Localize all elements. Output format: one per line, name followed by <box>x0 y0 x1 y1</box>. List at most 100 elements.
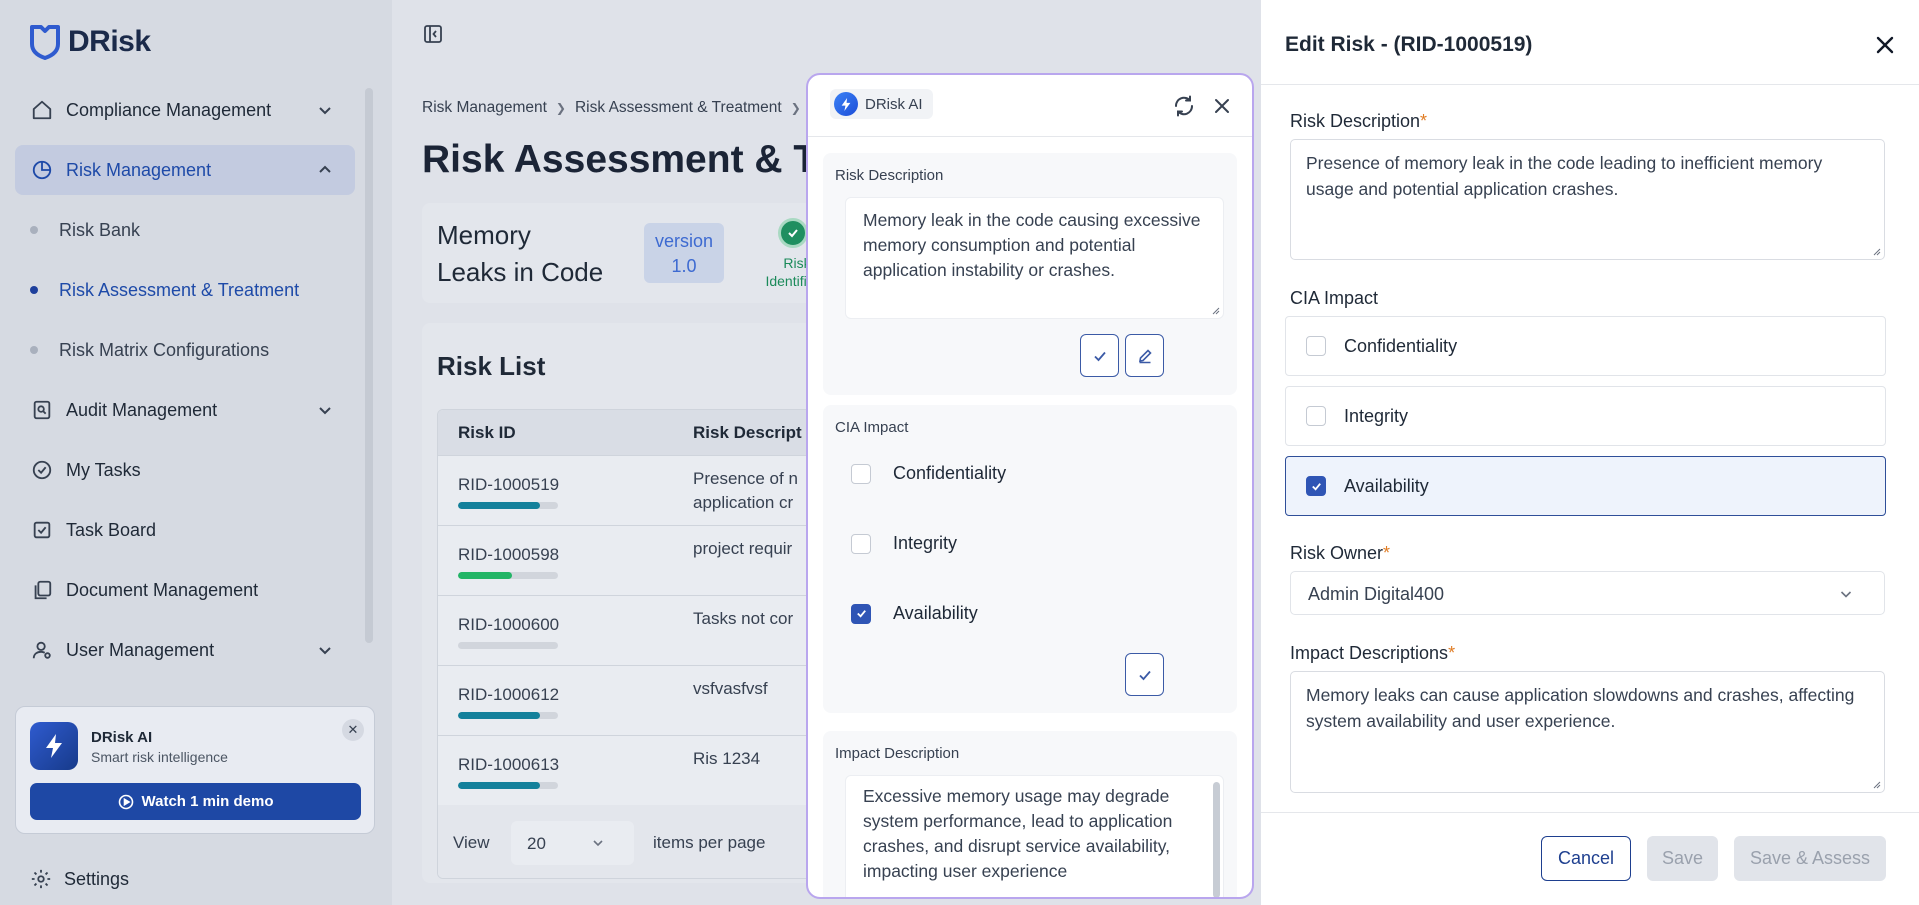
chevron-down-icon <box>319 107 331 115</box>
chevron-right-icon: ❯ <box>555 101 566 115</box>
resize-handle-icon[interactable] <box>1871 246 1881 256</box>
user-icon <box>30 638 54 662</box>
ai-checkbox-availability[interactable]: Availability <box>851 603 978 624</box>
resize-handle-icon[interactable] <box>1210 305 1220 315</box>
risk-id[interactable]: RID-1000600 <box>458 615 560 634</box>
check-icon <box>1311 482 1321 491</box>
drawer-footer: Cancel Save Save & Assess <box>1261 812 1919 905</box>
required-mark: * <box>1383 543 1391 563</box>
sidebar-toggle-icon[interactable] <box>423 24 443 44</box>
checkbox-unchecked[interactable] <box>1306 336 1326 356</box>
checkbox-unchecked[interactable] <box>851 533 871 554</box>
sidebar-item-my-tasks[interactable]: My Tasks <box>15 445 355 495</box>
page-size-select[interactable]: 20 <box>511 821 634 865</box>
checkbox-checked[interactable] <box>851 603 871 624</box>
ai-risk-description-label: Risk Description <box>835 167 944 184</box>
drisk-ai-promo-card: DRisk AI Smart risk intelligence ✕ Watch… <box>15 706 375 834</box>
sidebar-nav: Compliance Management Risk Management Ri… <box>15 85 355 685</box>
table-row[interactable]: RID-1000598 project requir <box>438 526 861 596</box>
risk-id[interactable]: RID-1000519 <box>458 475 560 494</box>
breadcrumb-item[interactable]: Risk Assessment & Treatment <box>574 99 782 116</box>
accept-cia-button[interactable] <box>1125 653 1164 696</box>
progress-bar <box>458 572 558 579</box>
close-icon[interactable]: ✕ <box>342 719 364 741</box>
sidebar-item-document-management[interactable]: Document Management <box>15 565 355 615</box>
column-header-risk-description[interactable]: Risk Descript <box>693 423 802 442</box>
sidebar-item-label: Document Management <box>66 579 259 600</box>
ai-impact-description-text[interactable]: Excessive memory usage may degrade syste… <box>845 775 1224 897</box>
sidebar-item-label: My Tasks <box>66 459 141 480</box>
sidebar-item-label: Risk Management <box>66 159 212 180</box>
cancel-button[interactable]: Cancel <box>1541 836 1631 881</box>
impact-descriptions-textarea[interactable]: Memory leaks can cause application slowd… <box>1290 671 1885 793</box>
check-icon <box>1138 670 1151 680</box>
ai-risk-description-text[interactable]: Memory leak in the code causing excessiv… <box>845 197 1224 319</box>
table-row[interactable]: RID-1000519 Presence of n application cr <box>438 456 861 526</box>
sidebar-subitem-risk-bank[interactable]: Risk Bank <box>15 205 355 255</box>
checkbox-checked[interactable] <box>1306 476 1326 496</box>
ai-card-subtitle: Smart risk intelligence <box>91 749 228 765</box>
table-row[interactable]: RID-1000600 Tasks not cor <box>438 596 861 666</box>
sidebar-item-label: Task Board <box>66 519 157 540</box>
chevron-right-icon: ❯ <box>790 101 801 115</box>
checkbox-unchecked[interactable] <box>851 463 871 484</box>
progress-bar <box>458 642 558 649</box>
risk-id[interactable]: RID-1000613 <box>458 755 560 774</box>
watch-demo-button[interactable]: Watch 1 min demo <box>30 783 361 820</box>
breadcrumb-item[interactable]: Risk Management <box>422 99 547 116</box>
breadcrumb: Risk Management ❯ Risk Assessment & Trea… <box>422 99 801 117</box>
ai-checkbox-confidentiality[interactable]: Confidentiality <box>851 463 1006 484</box>
edit-description-button[interactable] <box>1125 334 1164 377</box>
ai-card-title: DRisk AI <box>91 729 153 746</box>
pencil-icon <box>1138 348 1152 363</box>
checkbox-unchecked[interactable] <box>1306 406 1326 426</box>
progress-fill <box>458 572 512 579</box>
sidebar-item-user-management[interactable]: User Management <box>15 625 355 675</box>
table-row[interactable]: RID-1000613 Ris 1234 <box>438 736 861 806</box>
drawer-title: Edit Risk - (RID-1000519) <box>1285 33 1533 56</box>
risk-owner-select[interactable]: Admin Digital400 <box>1290 571 1885 615</box>
close-icon[interactable] <box>1873 33 1897 57</box>
table-row[interactable]: RID-1000612 vsfvasfvsf <box>438 666 861 736</box>
checkbox-row-confidentiality[interactable]: Confidentiality <box>1285 316 1886 376</box>
documents-icon <box>30 578 54 602</box>
ai-impact-description-section: Impact Description Excessive memory usag… <box>823 731 1237 897</box>
risk-id[interactable]: RID-1000612 <box>458 685 560 704</box>
refresh-icon[interactable] <box>1172 94 1196 118</box>
ai-panel-header: DRisk AI <box>808 75 1252 137</box>
sidebar-item-compliance-management[interactable]: Compliance Management <box>15 85 355 135</box>
sidebar-subitem-risk-assessment-treatment[interactable]: Risk Assessment & Treatment <box>15 265 355 315</box>
risk-id[interactable]: RID-1000598 <box>458 545 560 564</box>
sidebar-item-audit-management[interactable]: Audit Management <box>15 385 355 435</box>
version-badge: version 1.0 <box>644 223 724 283</box>
checkbox-row-availability[interactable]: Availability <box>1285 456 1886 516</box>
step-complete-icon[interactable] <box>778 218 808 248</box>
save-button[interactable]: Save <box>1647 836 1718 881</box>
sidebar-item-label: Risk Matrix Configurations <box>59 339 270 360</box>
home-icon <box>30 98 54 122</box>
page-title: Risk Assessment & Tr <box>422 138 831 181</box>
watch-demo-label: Watch 1 min demo <box>141 793 274 810</box>
ai-risk-description-section: Risk Description Memory leak in the code… <box>823 153 1237 395</box>
text-scrollbar[interactable] <box>1213 782 1220 897</box>
ai-checkbox-integrity[interactable]: Integrity <box>851 533 957 554</box>
check-icon <box>1093 351 1106 361</box>
sidebar-item-settings[interactable]: Settings <box>30 868 129 890</box>
accept-description-button[interactable] <box>1080 334 1119 377</box>
checkbox-row-integrity[interactable]: Integrity <box>1285 386 1886 446</box>
view-label: View <box>453 833 490 852</box>
sidebar-subitem-risk-matrix-configurations[interactable]: Risk Matrix Configurations <box>15 325 355 375</box>
gear-icon <box>31 869 51 889</box>
app-logo[interactable]: DRisk <box>28 24 151 60</box>
close-icon[interactable] <box>1210 94 1234 118</box>
save-and-assess-button[interactable]: Save & Assess <box>1734 836 1886 881</box>
progress-bar <box>458 782 558 789</box>
column-header-risk-id[interactable]: Risk ID <box>458 423 516 442</box>
sidebar-item-task-board[interactable]: Task Board <box>15 505 355 555</box>
resize-handle-icon[interactable] <box>1871 779 1881 789</box>
sidebar-item-risk-management[interactable]: Risk Management <box>15 145 355 195</box>
risk-description-textarea[interactable]: Presence of memory leak in the code lead… <box>1290 139 1885 260</box>
sidebar-scrollbar[interactable] <box>365 88 373 643</box>
risk-description-label: Risk Description* <box>1290 111 1428 131</box>
logo-text: DRisk <box>68 25 151 58</box>
